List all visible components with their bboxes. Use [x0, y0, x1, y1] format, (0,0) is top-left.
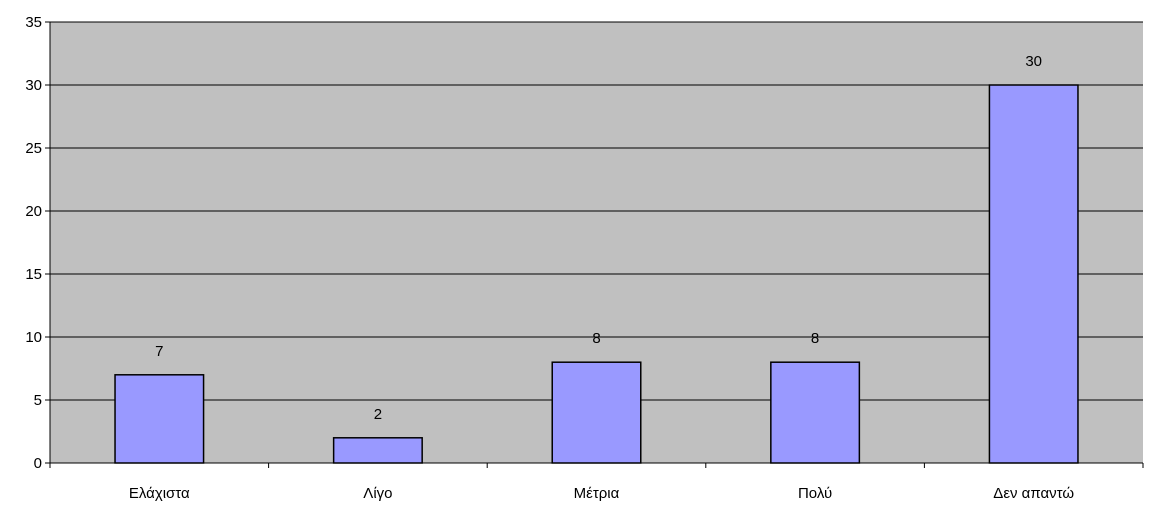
y-tick-label: 0 [34, 455, 42, 472]
y-tick-label: 20 [25, 203, 42, 220]
y-tick-label: 10 [25, 329, 42, 346]
y-tick-label: 35 [25, 14, 42, 31]
y-tick-label: 15 [25, 266, 42, 283]
data-label: 2 [374, 406, 382, 423]
y-tick-label: 30 [25, 77, 42, 94]
x-tick-label: Ελάχιστα [129, 485, 190, 502]
data-label: 8 [811, 330, 819, 347]
axes: 0 5 10 15 20 25 30 35 Ελάχιστα Λίγο Μέτρια Πολύ Δεν … [25, 14, 1144, 502]
data-label: 30 [1025, 53, 1042, 70]
gridlines [50, 21, 1143, 401]
y-tick-label: 5 [34, 392, 42, 409]
bar-4 [988, 84, 1079, 464]
bar-2 [551, 361, 642, 464]
x-tick-label: Δεν απαντώ [993, 485, 1074, 502]
data-label: 7 [155, 343, 163, 360]
y-tick-label: 25 [25, 140, 42, 157]
data-label: 8 [592, 330, 600, 347]
x-tick-label: Πολύ [798, 485, 832, 502]
x-tick-label: Μέτρια [574, 485, 620, 502]
x-tick-label: Λίγο [363, 485, 392, 502]
data-labels: 7 2 8 8 30 [155, 53, 1042, 423]
bar-0 [114, 374, 205, 464]
bar-3 [770, 361, 861, 464]
bar-1 [332, 437, 423, 464]
